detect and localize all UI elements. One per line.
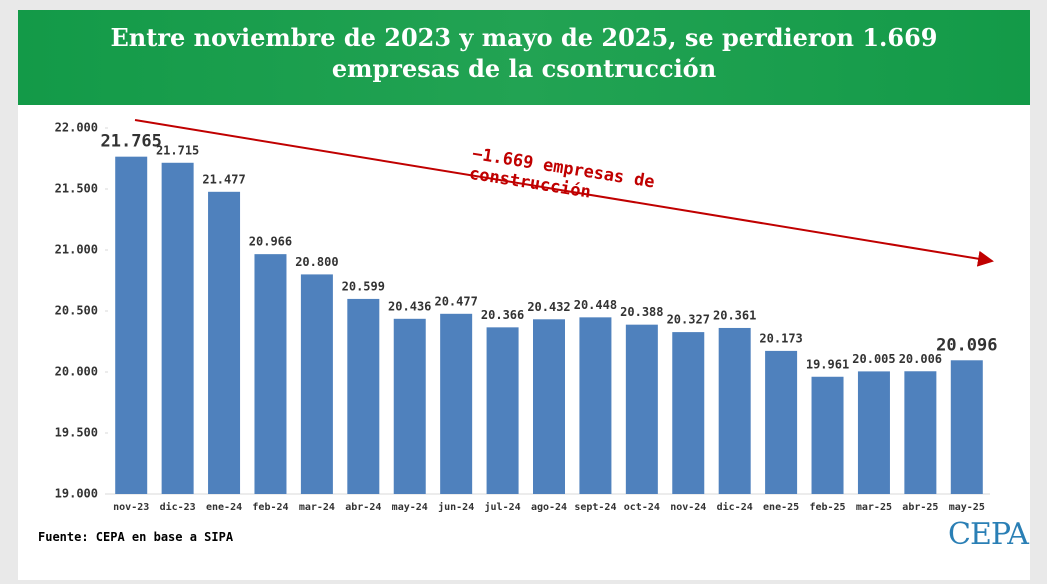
x-tick-label: ago-24	[531, 502, 567, 513]
x-tick-label: ene-24	[206, 502, 242, 513]
bar	[115, 156, 148, 495]
value-label: 20.006	[899, 352, 942, 366]
value-label: 19.961	[806, 357, 849, 371]
x-tick-label: may-24	[392, 502, 428, 513]
value-label: 20.432	[527, 300, 570, 314]
y-tick-label: 19.500	[55, 426, 98, 440]
value-label: 20.005	[852, 352, 895, 366]
value-label: 20.436	[388, 299, 431, 313]
value-label: 20.448	[574, 298, 617, 312]
x-tick-label: feb-25	[809, 502, 845, 513]
x-tick-label: nov-23	[113, 502, 149, 513]
bar	[672, 332, 705, 494]
y-tick-label: 22.000	[55, 121, 98, 135]
bar	[904, 371, 937, 494]
x-tick-label: mar-24	[299, 502, 335, 513]
x-tick-label: feb-24	[252, 502, 288, 513]
value-label: 20.477	[434, 294, 477, 308]
bar	[811, 376, 844, 494]
x-tick-label: dic-24	[717, 501, 753, 513]
bar	[161, 162, 194, 494]
bar	[950, 360, 983, 494]
value-label: 21.477	[202, 172, 245, 186]
bar	[857, 371, 890, 494]
value-label: 20.966	[249, 235, 292, 249]
header: Entre noviembre de 2023 y mayo de 2025, …	[18, 10, 1030, 105]
chart-title: Entre noviembre de 2023 y mayo de 2025, …	[110, 23, 938, 83]
bar	[718, 327, 751, 494]
y-tick-label: 21.000	[55, 243, 98, 257]
x-tick-label: abr-25	[902, 502, 938, 513]
x-tick-label: jun-24	[438, 501, 474, 513]
bar	[208, 191, 241, 494]
x-tick-label: oct-24	[624, 502, 660, 513]
y-tick-label: 20.000	[55, 365, 98, 379]
logo: CEPA	[948, 517, 1029, 552]
value-label: 20.800	[295, 255, 338, 269]
bar	[625, 324, 658, 494]
bar	[533, 319, 565, 494]
bar	[486, 327, 519, 494]
x-tick-label: nov-24	[670, 502, 706, 513]
source: Fuente: CEPA en base a SIPA	[38, 530, 234, 544]
value-label: 20.361	[713, 308, 756, 322]
bar	[579, 317, 612, 494]
x-tick-label: dic-23	[160, 501, 196, 513]
x-tick-label: jul-24	[485, 501, 521, 513]
trend-arrow	[134, 119, 994, 267]
value-label: 20.366	[481, 308, 524, 322]
value-label: 20.327	[667, 313, 710, 327]
x-tick-label: ene-25	[763, 502, 799, 513]
bar	[254, 254, 287, 494]
y-tick-label: 19.000	[55, 487, 98, 501]
bar	[440, 313, 473, 494]
value-label: 21.715	[156, 143, 199, 157]
x-tick-label: sept-24	[574, 502, 616, 513]
y-tick-label: 21.500	[55, 182, 98, 196]
x-tick-label: abr-24	[345, 502, 381, 513]
y-tick-label: 20.500	[55, 304, 98, 318]
x-tick-label: mar-25	[856, 502, 892, 513]
bar	[765, 350, 798, 494]
x-tick-label: may-25	[949, 502, 985, 513]
value-label: 20.599	[342, 279, 385, 293]
value-label: 20.096	[936, 335, 997, 355]
value-label: 20.388	[620, 305, 663, 319]
bar	[393, 318, 426, 494]
value-label: 20.173	[759, 331, 802, 345]
bar	[347, 298, 380, 494]
value-label: 21.765	[100, 132, 161, 152]
bar	[300, 274, 333, 494]
